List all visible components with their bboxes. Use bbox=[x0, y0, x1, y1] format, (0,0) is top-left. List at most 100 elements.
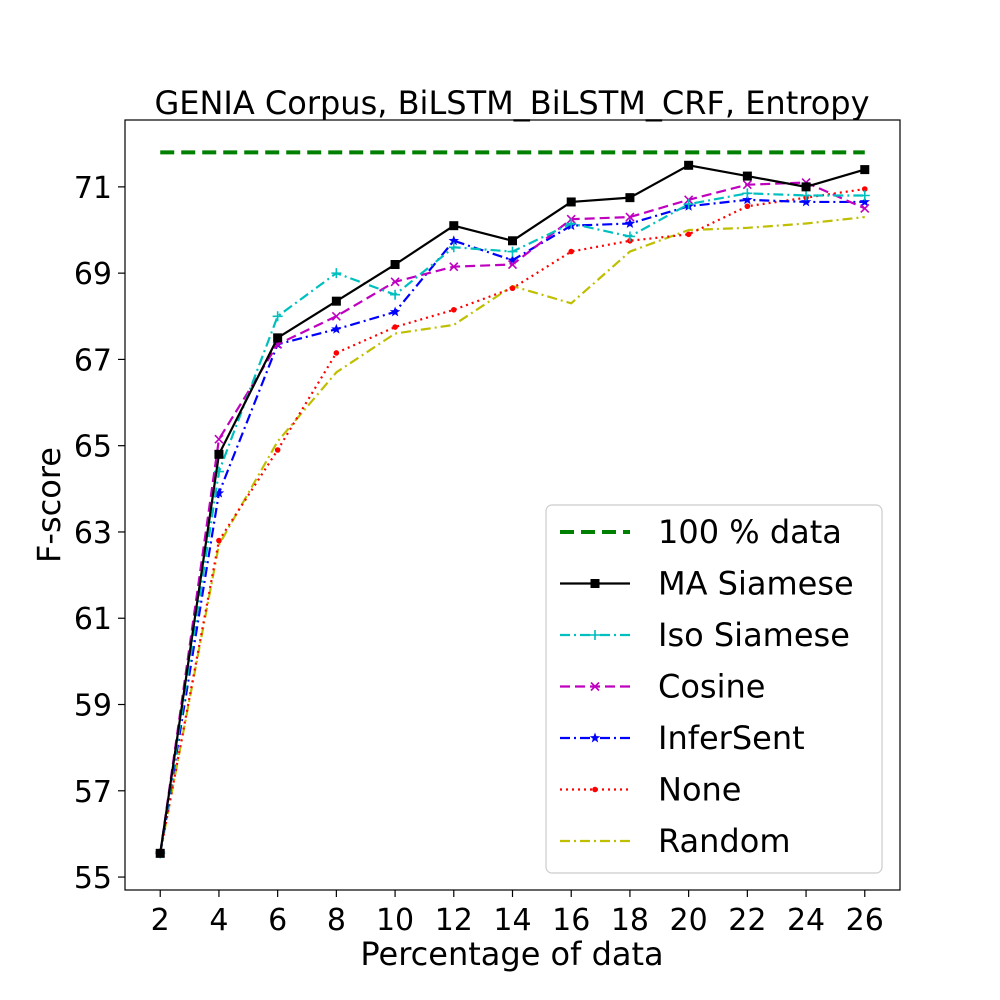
data-point-ma-siamese bbox=[449, 221, 459, 231]
legend-label: Random bbox=[658, 822, 790, 860]
data-point-ma-siamese bbox=[273, 333, 283, 343]
x-axis: 2 4 6 8 10 12 14 16 18 20 22 24 26 bbox=[151, 890, 884, 938]
y-tick-label: 61 bbox=[74, 602, 112, 637]
data-point-iso-siamese bbox=[566, 218, 577, 229]
legend-marker bbox=[590, 579, 600, 588]
data-point-cosine bbox=[390, 277, 400, 287]
data-point-iso-siamese bbox=[859, 190, 870, 201]
data-point-infersent bbox=[448, 235, 460, 246]
legend-marker bbox=[590, 630, 600, 640]
legend-item-infersent: InferSent bbox=[560, 719, 805, 757]
data-point-cosine bbox=[860, 203, 870, 213]
data-point-ma-siamese bbox=[155, 848, 165, 858]
data-point-infersent bbox=[331, 323, 342, 334]
data-point-cosine bbox=[449, 262, 459, 272]
legend-item-ma-siamese: MA Siamese bbox=[560, 565, 854, 603]
y-tick-label: 57 bbox=[74, 775, 112, 810]
data-point-iso-siamese bbox=[390, 289, 401, 300]
data-point-cosine bbox=[625, 212, 635, 222]
data-point-infersent bbox=[742, 194, 753, 205]
data-point-infersent bbox=[624, 218, 636, 228]
x-tick-label: 10 bbox=[376, 903, 414, 938]
y-tick-label: 65 bbox=[74, 430, 112, 465]
data-point-iso-siamese bbox=[448, 242, 459, 253]
data-point-ma-siamese bbox=[566, 197, 576, 207]
legend-label: Cosine bbox=[658, 668, 765, 706]
x-tick-label: 20 bbox=[670, 903, 708, 938]
x-tick-label: 2 bbox=[151, 903, 170, 938]
data-point-iso-siamese bbox=[801, 190, 812, 201]
data-point-iso-siamese bbox=[624, 231, 635, 242]
data-point-cosine bbox=[331, 311, 341, 321]
legend-item-cosine: Cosine bbox=[560, 668, 765, 706]
y-tick-label: 67 bbox=[74, 343, 112, 378]
legend-label: MA Siamese bbox=[658, 565, 854, 603]
data-point-none bbox=[744, 203, 751, 210]
legend-marker bbox=[589, 732, 601, 743]
data-point-iso-siamese bbox=[507, 246, 518, 257]
data-point-ma-siamese bbox=[860, 165, 870, 175]
y-axis: 55 57 59 61 63 65 67 69 71 bbox=[74, 171, 125, 896]
legend-box bbox=[545, 504, 883, 874]
chart-title: GENIA Corpus, BiLSTM_BiLSTM_CRF, Entropy bbox=[154, 84, 869, 122]
data-point-ma-siamese bbox=[331, 296, 341, 306]
data-point-none bbox=[450, 307, 457, 313]
data-point-cosine bbox=[507, 259, 518, 270]
x-tick-label: 14 bbox=[493, 903, 531, 938]
data-point-none bbox=[568, 248, 575, 255]
y-axis-label: F-score bbox=[30, 447, 68, 563]
y-tick-label: 55 bbox=[74, 861, 112, 896]
x-tick-label: 22 bbox=[728, 903, 766, 938]
data-point-iso-siamese bbox=[742, 188, 753, 199]
legend-marker bbox=[590, 681, 600, 692]
legend-label: Iso Siamese bbox=[658, 616, 850, 654]
data-point-iso-siamese bbox=[272, 311, 283, 322]
data-point-infersent bbox=[213, 487, 225, 498]
x-tick-label: 4 bbox=[209, 903, 228, 938]
data-point-none bbox=[861, 186, 868, 192]
x-tick-label: 26 bbox=[846, 903, 884, 938]
data-point-none bbox=[509, 285, 516, 292]
x-tick-label: 18 bbox=[611, 903, 649, 938]
legend: 100 % data MA Siamese Iso Siamese Cosine Inf… bbox=[545, 504, 883, 874]
data-point-infersent bbox=[800, 196, 812, 207]
y-tick-label: 63 bbox=[74, 516, 112, 551]
legend-label: InferSent bbox=[658, 719, 805, 757]
plot-area bbox=[155, 150, 870, 859]
legend-item-100-data: 100 % data bbox=[560, 513, 842, 551]
data-point-none bbox=[333, 350, 340, 356]
data-point-infersent bbox=[507, 254, 518, 265]
y-tick-label: 71 bbox=[74, 171, 112, 206]
legend-marker bbox=[592, 786, 598, 793]
data-point-ma-siamese bbox=[684, 160, 694, 170]
series-ma-siamese bbox=[155, 160, 870, 858]
legend-item-random: Random bbox=[560, 822, 790, 860]
legend-label: 100 % data bbox=[658, 513, 842, 551]
data-point-cosine bbox=[214, 434, 224, 444]
data-point-ma-siamese bbox=[214, 449, 224, 459]
data-point-ma-siamese bbox=[390, 260, 400, 270]
x-axis-label: Percentage of data bbox=[360, 935, 663, 973]
x-tick-label: 8 bbox=[327, 903, 346, 938]
data-point-iso-siamese bbox=[331, 268, 342, 279]
data-point-ma-siamese bbox=[801, 182, 811, 192]
data-point-infersent bbox=[389, 306, 401, 317]
legend-label: None bbox=[658, 771, 741, 809]
x-tick-label: 24 bbox=[787, 903, 825, 938]
legend-item-iso-siamese: Iso Siamese bbox=[560, 616, 850, 654]
data-point-none bbox=[216, 537, 222, 544]
data-point-none bbox=[685, 231, 692, 238]
x-tick-label: 16 bbox=[552, 903, 590, 938]
x-tick-label: 12 bbox=[435, 903, 473, 938]
data-point-none bbox=[274, 447, 281, 453]
data-point-ma-siamese bbox=[625, 193, 635, 203]
legend-item-none: None bbox=[560, 771, 741, 809]
data-point-none bbox=[392, 324, 398, 330]
data-point-ma-siamese bbox=[742, 171, 752, 181]
data-point-infersent bbox=[859, 196, 870, 207]
x-tick-label: 6 bbox=[268, 903, 287, 938]
data-point-iso-siamese bbox=[683, 199, 694, 210]
data-point-cosine bbox=[742, 180, 752, 190]
y-tick-label: 69 bbox=[74, 257, 112, 292]
